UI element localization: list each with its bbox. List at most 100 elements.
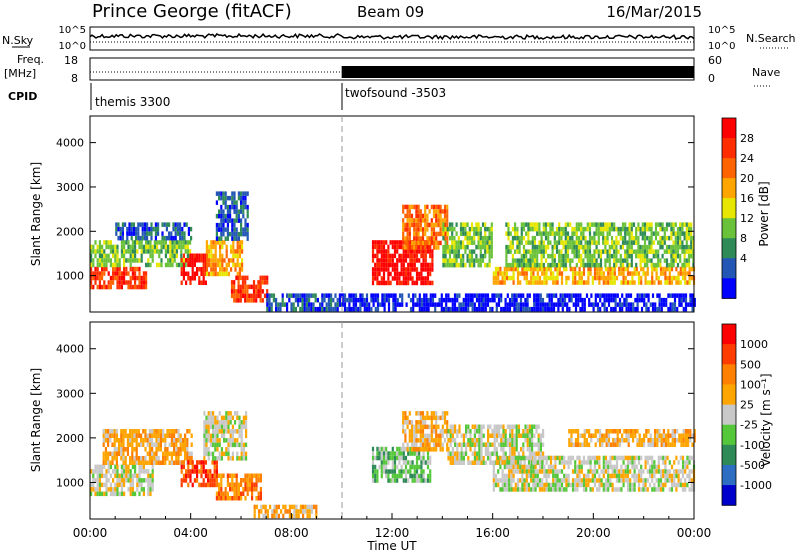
- heatmap-cell: [687, 258, 691, 263]
- heatmap-cell: [662, 460, 665, 465]
- heatmap-cell: [512, 464, 515, 470]
- heatmap-cell: [421, 231, 425, 237]
- heatmap-cell: [120, 275, 123, 281]
- heatmap-cell: [417, 222, 420, 228]
- heatmap-cell: [530, 469, 533, 474]
- heatmap-cell: [672, 226, 675, 232]
- heatmap-cell: [419, 447, 422, 452]
- heatmap-cell: [438, 302, 441, 307]
- heatmap-cell: [114, 266, 117, 272]
- heatmap-cell: [437, 222, 440, 228]
- heatmap-cell: [107, 464, 110, 470]
- heatmap-cell: [400, 464, 403, 470]
- heatmap-cell: [648, 222, 651, 227]
- heatmap-cell: [414, 293, 417, 298]
- heatmap-cell: [631, 464, 634, 470]
- heatmap-cell: [112, 478, 115, 483]
- heatmap-cell: [487, 442, 490, 447]
- heatmap-cell: [182, 478, 185, 483]
- heatmap-cell: [129, 253, 132, 259]
- heatmap-cell: [434, 302, 437, 307]
- heatmap-cell: [675, 266, 678, 272]
- heatmap-cell: [486, 293, 490, 298]
- heatmap-cell: [413, 236, 416, 241]
- heatmap-cell: [191, 267, 194, 272]
- heatmap-cell: [604, 258, 607, 263]
- heatmap-cell: [396, 478, 399, 483]
- heatmap-cell: [129, 491, 132, 497]
- heatmap-cell: [497, 280, 500, 285]
- heatmap-cell: [453, 240, 456, 245]
- heatmap-cell: [186, 447, 189, 452]
- heatmap-cell: [549, 455, 553, 461]
- heatmap-cell: [619, 262, 622, 268]
- heatmap-cell: [424, 460, 427, 465]
- heatmap-cell: [236, 244, 239, 250]
- heatmap-cell: [105, 244, 108, 250]
- heatmap-cell: [103, 271, 106, 276]
- heatmap-cell: [393, 460, 397, 465]
- heatmap-cell: [171, 258, 174, 263]
- heatmap-cell: [286, 302, 289, 307]
- heatmap-cell: [556, 266, 559, 272]
- heatmap-cell: [531, 438, 534, 443]
- heatmap-cell: [406, 227, 409, 232]
- heatmap-cell: [105, 482, 108, 488]
- heatmap-cell: [186, 249, 189, 254]
- heatmap-cell: [275, 513, 278, 519]
- heatmap-cell: [453, 244, 456, 250]
- heatmap-cell: [614, 293, 617, 298]
- heatmap-cell: [545, 487, 548, 492]
- heatmap-cell: [587, 473, 590, 479]
- heatmap-cell: [341, 293, 344, 298]
- heatmap-cell: [389, 271, 392, 277]
- heatmap-cell: [122, 456, 125, 461]
- heatmap-cell: [685, 244, 688, 250]
- heatmap-cell: [535, 424, 538, 429]
- heatmap-cell: [508, 487, 511, 492]
- heatmap-cell: [552, 455, 555, 461]
- heatmap-cell: [612, 442, 615, 447]
- heatmap-cell: [467, 442, 470, 447]
- heatmap-cell: [525, 222, 528, 227]
- heatmap-cell: [492, 464, 495, 470]
- heatmap-cell: [493, 297, 496, 303]
- heatmap-cell: [259, 275, 262, 281]
- heatmap-cell: [225, 424, 228, 430]
- heatmap-cell: [334, 302, 337, 307]
- heatmap-cell: [654, 231, 658, 236]
- heatmap-cell: [610, 297, 613, 303]
- heatmap-cell: [636, 429, 639, 434]
- heatmap-cell: [128, 222, 131, 227]
- heatmap-cell: [614, 438, 617, 443]
- heatmap-cell: [504, 442, 507, 447]
- heatmap-cell: [225, 429, 228, 434]
- heatmap-cell: [545, 478, 548, 483]
- heatmap-cell: [460, 456, 463, 461]
- heatmap-cell: [566, 222, 570, 227]
- heatmap-cell: [476, 460, 479, 465]
- heatmap-cell: [123, 262, 126, 268]
- heatmap-cell: [521, 455, 524, 461]
- heatmap-cell: [316, 306, 319, 312]
- heatmap-cell: [175, 460, 178, 465]
- heatmap-cell: [603, 293, 606, 298]
- heatmap-cell: [479, 226, 482, 232]
- heatmap-cell: [140, 244, 143, 250]
- heatmap-cell: [655, 487, 658, 492]
- heatmap-cell: [456, 456, 459, 461]
- heatmap-cell: [420, 280, 423, 286]
- heatmap-cell: [239, 293, 242, 299]
- heatmap-cell: [505, 464, 509, 470]
- heatmap-cell: [594, 442, 597, 447]
- heatmap-cell: [507, 249, 510, 254]
- heatmap-cell: [504, 306, 507, 312]
- heatmap-cell: [637, 473, 641, 479]
- heatmap-cell: [424, 222, 427, 228]
- heatmap-cell: [424, 204, 427, 210]
- heatmap-cell: [478, 302, 481, 307]
- power-panel-frame: [89, 115, 695, 313]
- heatmap-cell: [220, 415, 223, 421]
- heatmap-cell: [610, 293, 613, 298]
- heatmap-cell: [638, 438, 641, 443]
